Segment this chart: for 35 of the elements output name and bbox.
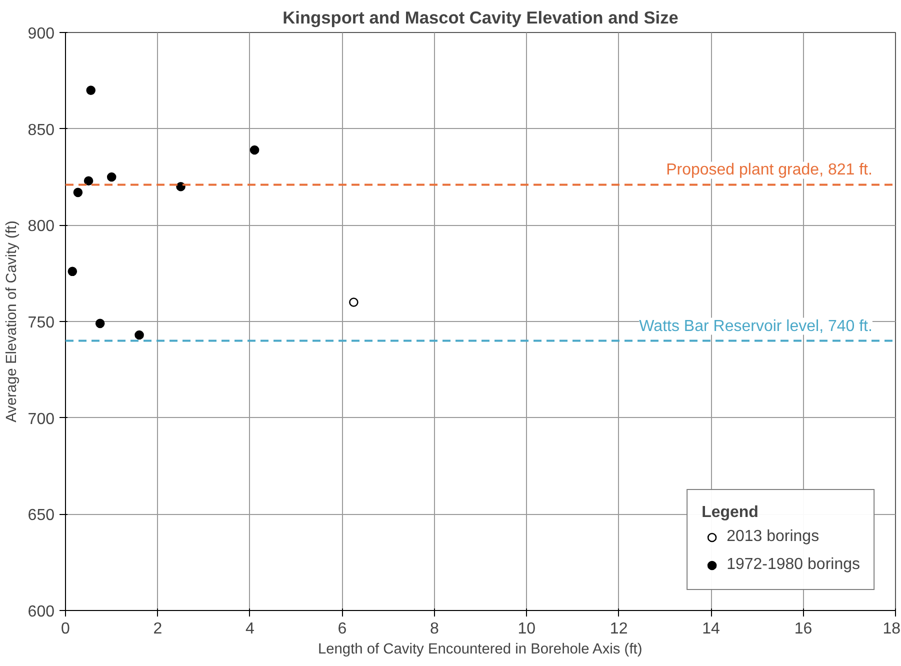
x-tick-label: 12 — [610, 620, 628, 638]
ref-line-label: Proposed plant grade, 821 ft. — [666, 162, 872, 179]
legend-label: 2013 borings — [726, 528, 820, 546]
y-axis-title: Average Elevation of Cavity (ft) — [4, 220, 20, 422]
x-tick-label: 8 — [430, 620, 439, 638]
point — [84, 176, 94, 186]
y-tick-label: 800 — [28, 218, 55, 236]
y-tick-label: 750 — [28, 314, 55, 332]
x-tick-label: 14 — [702, 620, 720, 638]
point — [134, 330, 144, 340]
point — [68, 266, 78, 276]
y-tick-label: 600 — [28, 604, 55, 620]
y-tick-label: 650 — [28, 507, 55, 524]
x-tick-label: 18 — [882, 620, 901, 638]
point — [250, 145, 260, 155]
legend-label: 1972-1980 borings — [726, 556, 860, 574]
point — [176, 182, 186, 192]
point — [73, 188, 83, 198]
x-tick-label: 10 — [518, 620, 536, 638]
point — [86, 86, 96, 95]
ref-line-label: Watts Bar Reservoir level, 740 ft. — [639, 318, 872, 335]
chart-title: Kingsport and Mascot Cavity Elevation and Size — [282, 8, 679, 28]
y-tick-label: 700 — [28, 410, 55, 428]
x-tick-label: 2 — [153, 620, 162, 638]
x-axis-title: Length of Cavity Encountered in Borehole Axis (ft) — [318, 642, 642, 658]
legend-title: Legend — [702, 504, 760, 522]
x-tick-label: 4 — [245, 620, 254, 638]
point — [106, 172, 116, 182]
x-tick-label: 16 — [794, 620, 812, 638]
x-tick-label: 6 — [338, 620, 347, 638]
point — [349, 298, 358, 307]
point — [95, 318, 105, 328]
x-tick-label: 0 — [61, 620, 70, 638]
y-tick-label: 850 — [28, 122, 55, 139]
y-tick-label: 900 — [28, 26, 55, 42]
